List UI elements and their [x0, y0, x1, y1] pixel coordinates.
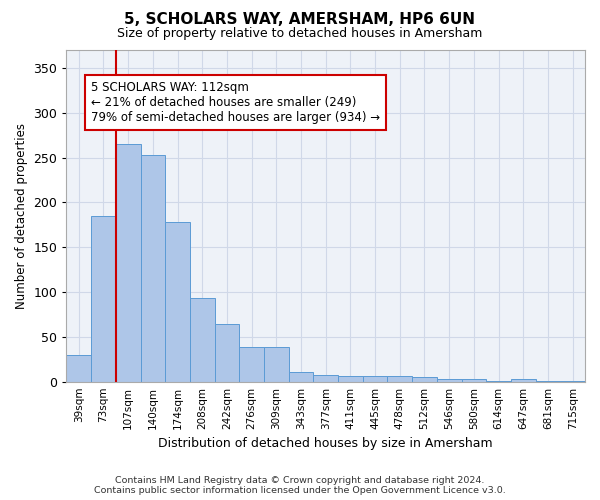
Y-axis label: Number of detached properties: Number of detached properties — [15, 123, 28, 309]
Bar — [437, 379, 461, 382]
Text: Contains HM Land Registry data © Crown copyright and database right 2024.
Contai: Contains HM Land Registry data © Crown c… — [94, 476, 506, 495]
Text: 5 SCHOLARS WAY: 112sqm
← 21% of detached houses are smaller (249)
79% of semi-de: 5 SCHOLARS WAY: 112sqm ← 21% of detached… — [91, 82, 380, 124]
Bar — [560, 381, 585, 382]
Bar — [461, 379, 486, 382]
Bar — [239, 346, 264, 382]
Bar — [536, 381, 560, 382]
Bar — [91, 216, 116, 382]
Bar — [140, 155, 165, 382]
Bar — [289, 372, 313, 382]
Bar — [313, 374, 338, 382]
X-axis label: Distribution of detached houses by size in Amersham: Distribution of detached houses by size … — [158, 437, 493, 450]
Bar — [338, 376, 363, 382]
Bar — [116, 144, 140, 382]
Bar — [67, 355, 91, 382]
Bar — [388, 376, 412, 382]
Bar — [412, 377, 437, 382]
Text: Size of property relative to detached houses in Amersham: Size of property relative to detached ho… — [118, 28, 482, 40]
Bar — [363, 376, 388, 382]
Text: 5, SCHOLARS WAY, AMERSHAM, HP6 6UN: 5, SCHOLARS WAY, AMERSHAM, HP6 6UN — [125, 12, 476, 28]
Bar — [215, 324, 239, 382]
Bar — [190, 298, 215, 382]
Bar — [511, 379, 536, 382]
Bar — [264, 346, 289, 382]
Bar — [486, 381, 511, 382]
Bar — [165, 222, 190, 382]
